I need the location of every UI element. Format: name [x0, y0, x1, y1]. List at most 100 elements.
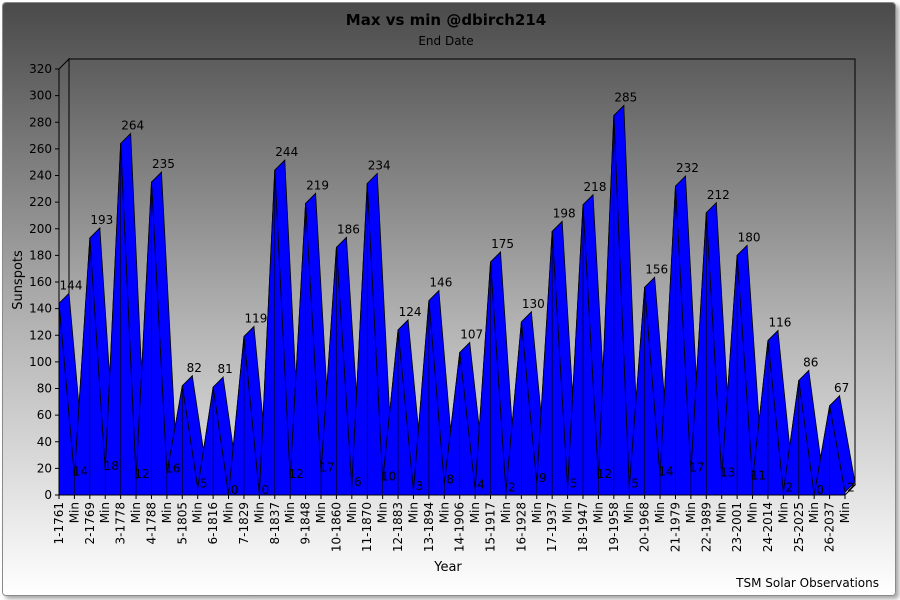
- x-tick-label: 15-1917: [484, 502, 498, 552]
- data-label: 12: [289, 467, 304, 481]
- y-tick-label: 240: [29, 169, 52, 183]
- x-tick-label: 1-1761: [52, 502, 66, 545]
- y-tick-label: 180: [29, 248, 52, 262]
- x-tick-label: 13-1894: [422, 502, 436, 552]
- x-tick-label: 24-2014: [761, 502, 775, 552]
- data-label: 11: [751, 468, 766, 482]
- x-tick-label: 25-2025: [792, 502, 806, 552]
- data-label: 0: [816, 483, 824, 497]
- x-tick-label: Min: [376, 502, 390, 523]
- y-tick-label: 80: [37, 382, 52, 396]
- y-axis-label: Sunspots: [11, 250, 26, 310]
- x-tick-label: Min: [561, 502, 575, 523]
- data-label: 4: [477, 478, 485, 492]
- data-label: 232: [676, 161, 699, 175]
- x-tick-label: 14-1906: [453, 502, 467, 552]
- data-label: 219: [306, 178, 329, 192]
- data-label: 18: [104, 459, 119, 473]
- chart-subtitle: End Date: [418, 34, 473, 48]
- data-label: 2: [847, 480, 855, 494]
- x-tick-label: 16-1928: [514, 502, 528, 552]
- x-tick-label: 5-1805: [175, 502, 189, 545]
- data-label: 244: [275, 145, 298, 159]
- x-tick-label: Min: [345, 502, 359, 523]
- x-tick-label: Min: [807, 502, 821, 523]
- x-tick-label: 26-2037: [823, 502, 837, 552]
- x-tick-label: Min: [499, 502, 513, 523]
- data-label: 285: [614, 91, 637, 105]
- data-label: 186: [337, 222, 360, 236]
- data-label: 10: [381, 470, 396, 484]
- y-tick-label: 320: [29, 62, 52, 76]
- y-tick-label: 220: [29, 195, 52, 209]
- data-label: 14: [658, 464, 673, 478]
- x-axis-label: Year: [433, 560, 462, 575]
- x-tick-label: Min: [468, 502, 482, 523]
- x-tick-label: 18-1947: [576, 502, 590, 552]
- x-tick-label: 8-1837: [268, 502, 282, 545]
- x-tick-label: 20-1968: [638, 502, 652, 552]
- data-label: 119: [244, 312, 267, 326]
- data-label: 12: [597, 467, 612, 481]
- data-label: 130: [522, 297, 545, 311]
- x-tick-label: 10-1860: [329, 502, 343, 552]
- y-tick-label: 120: [29, 328, 52, 342]
- x-tick-label: Min: [715, 502, 729, 523]
- data-label: 116: [768, 316, 791, 330]
- data-label: 235: [152, 157, 175, 171]
- y-tick-label: 100: [29, 355, 52, 369]
- data-label: 82: [187, 361, 202, 375]
- x-tick-label: Min: [684, 502, 698, 523]
- data-label: 16: [165, 462, 180, 476]
- data-label: 124: [399, 305, 422, 319]
- x-tick-label: 4-1788: [144, 502, 158, 545]
- x-tick-label: 22-1989: [699, 502, 713, 552]
- x-tick-label: Min: [746, 502, 760, 523]
- data-label: 3: [416, 479, 424, 493]
- data-label: 86: [803, 356, 818, 370]
- data-label: 5: [631, 476, 639, 490]
- x-tick-label: 23-2001: [730, 502, 744, 552]
- y-tick-label: 140: [29, 302, 52, 316]
- x-tick-label: Min: [437, 502, 451, 523]
- x-tick-label: Min: [530, 502, 544, 523]
- x-tick-label: 21-1979: [668, 502, 682, 552]
- x-tick-label: Min: [776, 502, 790, 523]
- footer-credit: TSM Solar Observations: [735, 576, 879, 590]
- x-tick-label: Min: [191, 502, 205, 523]
- data-label: 156: [645, 262, 668, 276]
- x-tick-label: 6-1816: [206, 502, 220, 545]
- x-tick-label: Min: [283, 502, 297, 523]
- sunspot-chart: Max vs min @dbirch214 End Date Sunspots …: [3, 3, 895, 595]
- x-tick-label: 3-1778: [114, 502, 128, 545]
- data-label: 13: [720, 466, 735, 480]
- x-tick-label: Min: [653, 502, 667, 523]
- data-label: 175: [491, 237, 514, 251]
- data-label: 5: [200, 476, 208, 490]
- y-tick-label: 260: [29, 142, 52, 156]
- x-tick-label: 2-1769: [83, 502, 97, 545]
- data-label: 14: [73, 464, 88, 478]
- x-tick-label: Min: [591, 502, 605, 523]
- x-tick-label: Min: [838, 502, 852, 523]
- x-tick-label: Min: [314, 502, 328, 523]
- chart-title: Max vs min @dbirch214: [346, 11, 546, 29]
- x-tick-label: Min: [622, 502, 636, 523]
- data-label: 17: [689, 460, 704, 474]
- data-label: 67: [834, 381, 849, 395]
- x-tick-label: Min: [98, 502, 112, 523]
- data-label: 8: [446, 472, 454, 486]
- data-label: 193: [90, 213, 113, 227]
- data-label: 146: [429, 276, 452, 290]
- data-label: 5: [570, 476, 578, 490]
- x-tick-label: 19-1958: [607, 502, 621, 552]
- y-tick-label: 60: [37, 408, 52, 422]
- y-tick-label: 20: [37, 461, 52, 475]
- x-tick-label: Min: [160, 502, 174, 523]
- y-tick-label: 0: [44, 488, 52, 502]
- data-label: 218: [584, 180, 607, 194]
- x-tick-label: Min: [252, 502, 266, 523]
- data-label: 2: [786, 480, 794, 494]
- y-tick-label: 200: [29, 222, 52, 236]
